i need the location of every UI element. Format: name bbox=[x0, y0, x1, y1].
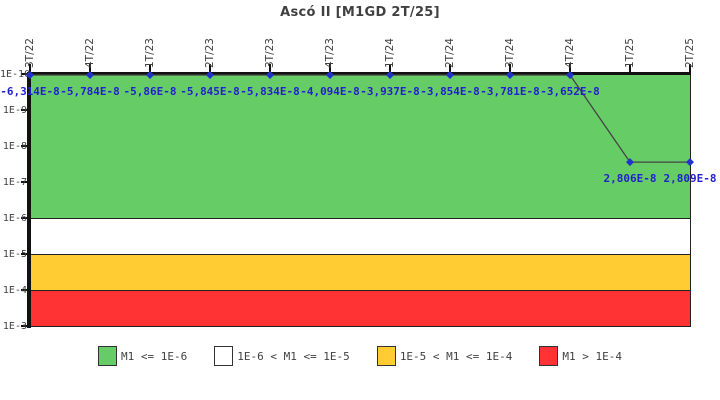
y-axis-label: 1E-7 bbox=[2, 176, 27, 188]
x-axis-line bbox=[27, 71, 691, 75]
x-axis-tick bbox=[569, 64, 571, 73]
y-axis-label: 1E-5 bbox=[2, 248, 27, 260]
y-axis-line bbox=[27, 71, 31, 328]
y-axis-label: 1E-9 bbox=[2, 104, 27, 116]
y-axis-tick bbox=[21, 253, 28, 255]
legend: M1 <= 1E-6 1E-6 < M1 <= 1E-5 1E-5 < M1 <= … bbox=[0, 343, 720, 369]
y-axis-label: 1E-8 bbox=[2, 140, 27, 152]
data-point-value-label: -5,845E-8 bbox=[180, 85, 240, 98]
y-axis-label: 1E-4 bbox=[2, 284, 27, 296]
data-point-value-label: -3,854E-8 bbox=[420, 85, 480, 98]
x-axis-tick bbox=[269, 64, 271, 73]
y-axis-label: 1E-10 bbox=[0, 68, 31, 80]
legend-item: 1E-5 < M1 <= 1E-4 bbox=[376, 346, 513, 366]
threshold-band bbox=[29, 254, 691, 291]
y-axis-tick bbox=[21, 73, 28, 75]
x-axis-tick bbox=[149, 64, 151, 73]
legend-item: M1 <= 1E-6 bbox=[97, 346, 188, 366]
y-axis-tick bbox=[21, 217, 28, 219]
y-axis-label: 1E-3 bbox=[2, 320, 27, 332]
y-axis-tick bbox=[21, 289, 28, 291]
x-axis-tick bbox=[449, 64, 451, 73]
x-axis-tick bbox=[329, 64, 331, 73]
legend-label: 1E-6 < M1 <= 1E-5 bbox=[237, 349, 350, 363]
y-axis-tick bbox=[21, 145, 28, 147]
y-axis-tick bbox=[21, 109, 28, 111]
data-point-value-label: -3,937E-8 bbox=[360, 85, 420, 98]
legend-swatch bbox=[539, 346, 559, 366]
legend-label: M1 > 1E-4 bbox=[562, 349, 623, 363]
legend-swatch bbox=[214, 346, 234, 366]
x-axis-tick bbox=[509, 64, 511, 73]
data-point-value-label: -6,314E-8 bbox=[0, 85, 60, 98]
y-axis-label: 1E-6 bbox=[2, 212, 27, 224]
data-point-value-label: -5,834E-8 bbox=[240, 85, 300, 98]
legend-label: M1 <= 1E-6 bbox=[120, 349, 188, 363]
data-point-value-label: -4,094E-8 bbox=[300, 85, 360, 98]
data-point-value-label: 2,806E-8 bbox=[603, 172, 657, 186]
legend-swatch bbox=[376, 346, 396, 366]
legend-item: M1 > 1E-4 bbox=[539, 346, 622, 366]
y-axis-tick bbox=[21, 181, 28, 183]
x-axis-tick bbox=[29, 64, 31, 73]
x-axis-tick bbox=[389, 64, 391, 73]
legend-swatch bbox=[97, 346, 117, 366]
legend-item: 1E-6 < M1 <= 1E-5 bbox=[214, 346, 350, 366]
data-point-value-label: -3,781E-8 bbox=[480, 85, 540, 98]
data-point-value-label: -3,652E-8 bbox=[540, 85, 600, 98]
x-axis-tick bbox=[629, 64, 631, 73]
x-axis-tick bbox=[209, 64, 211, 73]
y-axis-tick bbox=[21, 325, 28, 327]
data-point-value-label: 2,809E-8 bbox=[663, 172, 717, 186]
x-axis-tick bbox=[89, 64, 91, 73]
legend-label: 1E-5 < M1 <= 1E-4 bbox=[399, 349, 513, 363]
data-point-value-label: -5,86E-8 bbox=[123, 85, 177, 98]
chart-title: Ascó II [M1GD 2T/25] bbox=[280, 5, 440, 20]
data-point-value-label: -5,784E-8 bbox=[60, 85, 120, 98]
threshold-band bbox=[29, 290, 691, 327]
x-axis-tick bbox=[689, 64, 691, 73]
